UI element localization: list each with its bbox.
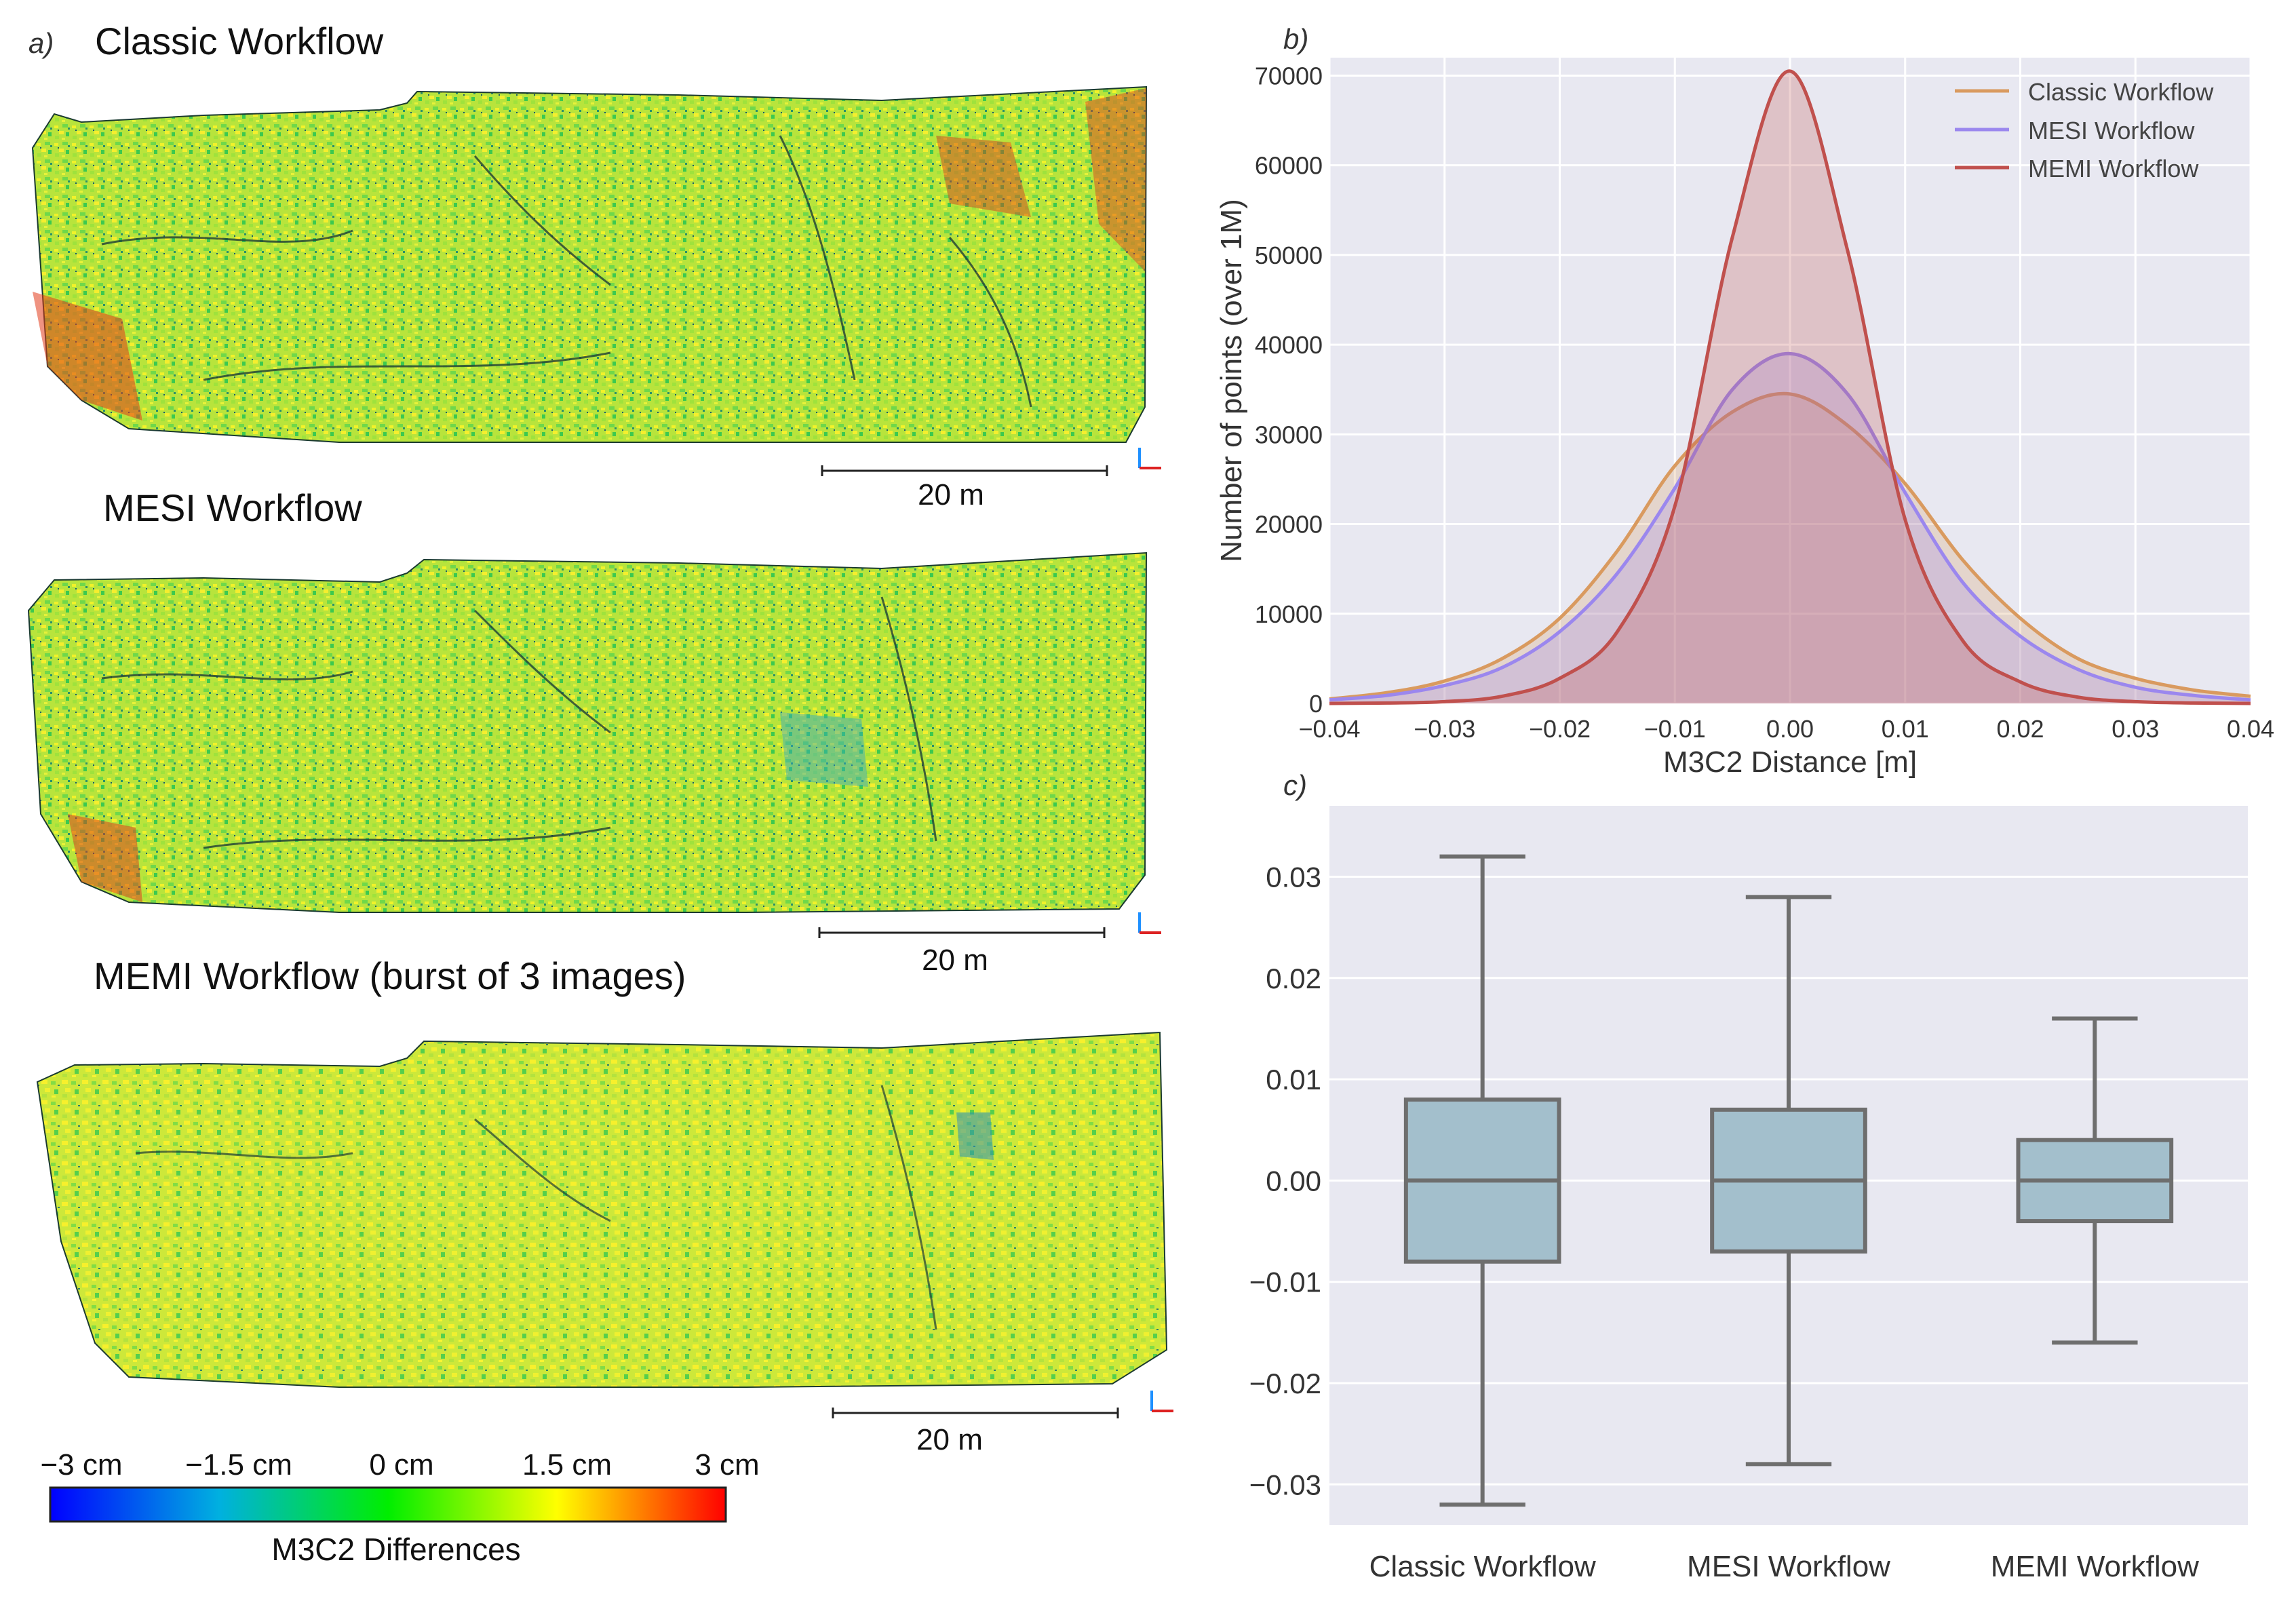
panel-b-xtick-1: −0.03 [1414, 715, 1475, 743]
map-memi-scale-label: 20 m [916, 1423, 983, 1456]
panel-b-xtick-2: −0.02 [1529, 715, 1591, 743]
panel-c-ytick-0: 0.03 [1266, 861, 1321, 893]
map-classic-title: Classic Workflow [95, 20, 384, 62]
map-memi-blue-patch [956, 1112, 994, 1160]
panel-c-x-ticks: Classic Workflow MESI Workflow MEMI Workfl… [1369, 1550, 2200, 1583]
axis-gizmo-icon [1150, 1391, 1173, 1412]
panel-b-legend: Classic Workflow MESI Workflow MEMI Work… [1955, 78, 2214, 182]
panel-c: c) 0.03 0.02 0.01 0.00 −0.01 −0.02 −0.03 Class… [1249, 769, 2248, 1583]
panel-a-label: a) [28, 27, 54, 59]
panel-b-ytick-4: 40000 [1255, 331, 1323, 359]
panel-c-xtick-classic: Classic Workflow [1369, 1550, 1596, 1583]
series-area-classic [1329, 393, 2251, 703]
panel-b-xtick-6: 0.02 [1996, 715, 2044, 743]
map-memi-pointcloud [36, 1031, 1168, 1388]
map-mesi-title: MESI Workflow [103, 486, 362, 529]
panel-b: b) −0.04 −0.03 −0.02 −0.01 0.00 0.01 0.02 0.03 0… [1215, 23, 2274, 779]
panel-c-ytick-3: 0.00 [1266, 1165, 1321, 1197]
map-classic-scale-label: 20 m [918, 478, 984, 511]
panel-b-label: b) [1283, 23, 1308, 55]
map-mesi-scale-label: 20 m [922, 944, 988, 977]
series-line-mesi [1329, 351, 2251, 702]
panel-b-ytick-0: 0 [1309, 690, 1323, 718]
panel-c-boxes [1403, 854, 2174, 1507]
panel-b-grid [1328, 58, 2252, 705]
colorbar-tick-4: 3 cm [695, 1448, 759, 1481]
panel-c-ytick-5: −0.02 [1249, 1368, 1321, 1399]
panel-c-ytick-4: −0.01 [1249, 1266, 1321, 1298]
series-line-memi [1329, 69, 2251, 705]
panel-c-label: c) [1283, 769, 1307, 801]
panel-b-y-ticks: 0 10000 20000 30000 40000 50000 60000 70000 [1255, 62, 1323, 718]
series-area-memi [1329, 71, 2251, 704]
panel-c-xtick-mesi: MESI Workflow [1687, 1550, 1890, 1583]
panel-c-ytick-6: −0.03 [1249, 1469, 1321, 1500]
panel-b-xtick-3: −0.01 [1644, 715, 1706, 743]
legend-label-memi: MEMI Workflow [2028, 155, 2199, 182]
series-area-mesi [1329, 353, 2251, 703]
map-memi: MEMI Workflow (burst of 3 images) 20 m [36, 954, 1173, 1456]
panel-b-ytick-6: 60000 [1255, 152, 1323, 180]
map-mesi-cracks [101, 596, 937, 849]
panel-b-ytick-5: 50000 [1255, 241, 1323, 269]
map-classic: Classic Workflow 20 m [31, 20, 1161, 511]
panel-b-xtick-5: 0.01 [1882, 715, 1929, 743]
legend-label-classic: Classic Workflow [2028, 78, 2214, 106]
panel-b-xtick-4: 0.00 [1766, 715, 1814, 743]
panel-b-ytick-3: 30000 [1255, 421, 1323, 448]
panel-b-ylabel: Number of points (over 1M) [1215, 199, 1248, 562]
panel-b-xtick-7: 0.03 [2112, 715, 2159, 743]
panel-b-ytick-2: 20000 [1255, 511, 1323, 539]
axis-gizmo-icon [1138, 448, 1161, 469]
colorbar: −3 cm −1.5 cm 0 cm 1.5 cm 3 cm M3C2 Diff… [40, 1448, 759, 1567]
map-classic-red-left [33, 292, 142, 421]
panel-b-x-ticks: −0.04 −0.03 −0.02 −0.01 0.00 0.01 0.02 0.03 0.04 [1298, 715, 2274, 743]
colorbar-tick-3: 1.5 cm [522, 1448, 612, 1481]
colorbar-tick-2: 0 cm [369, 1448, 433, 1481]
panel-b-xtick-0: −0.04 [1298, 715, 1360, 743]
map-classic-red-right [936, 136, 1031, 217]
map-mesi-red-left [68, 814, 142, 902]
colorbar-label: M3C2 Differences [271, 1532, 520, 1567]
panel-c-y-ticks: 0.03 0.02 0.01 0.00 −0.01 −0.02 −0.03 [1249, 861, 1321, 1501]
series-line-classic [1329, 391, 2251, 701]
panel-b-series [1329, 69, 2251, 705]
map-mesi-pointcloud [27, 551, 1148, 913]
map-memi-title: MEMI Workflow (burst of 3 images) [94, 954, 686, 997]
map-mesi-blue-patch [780, 712, 868, 787]
panel-b-xlabel: M3C2 Distance [m] [1663, 745, 1917, 779]
map-classic-pointcloud [31, 85, 1148, 443]
panel-c-xtick-memi: MEMI Workflow [1991, 1550, 2199, 1583]
panel-b-xtick-8: 0.04 [2227, 715, 2274, 743]
map-classic-cracks [101, 135, 1032, 408]
panel-b-ytick-7: 70000 [1255, 62, 1323, 90]
colorbar-gradient [49, 1486, 727, 1523]
colorbar-tick-1: −1.5 cm [185, 1448, 292, 1481]
legend-label-mesi: MESI Workflow [2028, 117, 2195, 144]
panel-c-ytick-2: 0.01 [1266, 1064, 1321, 1096]
panel-b-ytick-1: 10000 [1255, 600, 1323, 628]
panel-c-ytick-1: 0.02 [1266, 963, 1321, 994]
map-memi-cracks [135, 1085, 937, 1330]
map-mesi: MESI Workflow 20 m [27, 486, 1161, 977]
colorbar-tick-0: −3 cm [40, 1448, 122, 1481]
axis-gizmo-icon [1138, 912, 1161, 934]
map-classic-red-edge [1085, 88, 1146, 271]
